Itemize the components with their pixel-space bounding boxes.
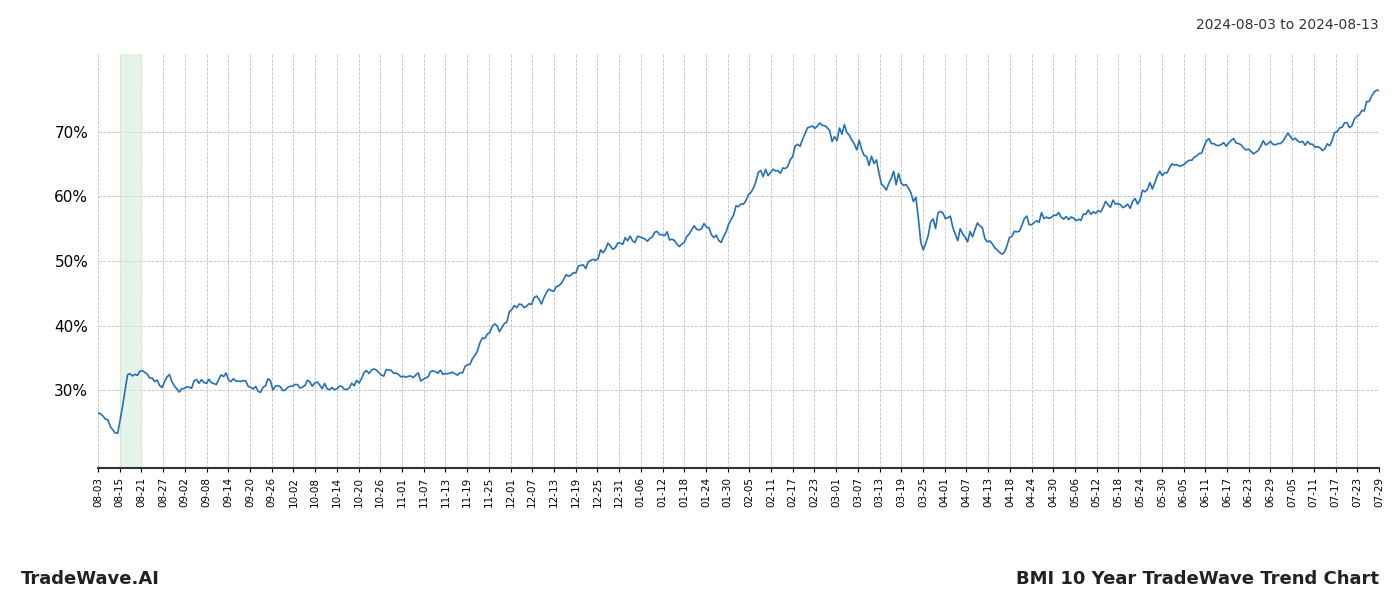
- Bar: [120, 54, 141, 468]
- Text: TradeWave.AI: TradeWave.AI: [21, 570, 160, 588]
- Text: BMI 10 Year TradeWave Trend Chart: BMI 10 Year TradeWave Trend Chart: [1016, 570, 1379, 588]
- Text: 2024-08-03 to 2024-08-13: 2024-08-03 to 2024-08-13: [1197, 18, 1379, 32]
